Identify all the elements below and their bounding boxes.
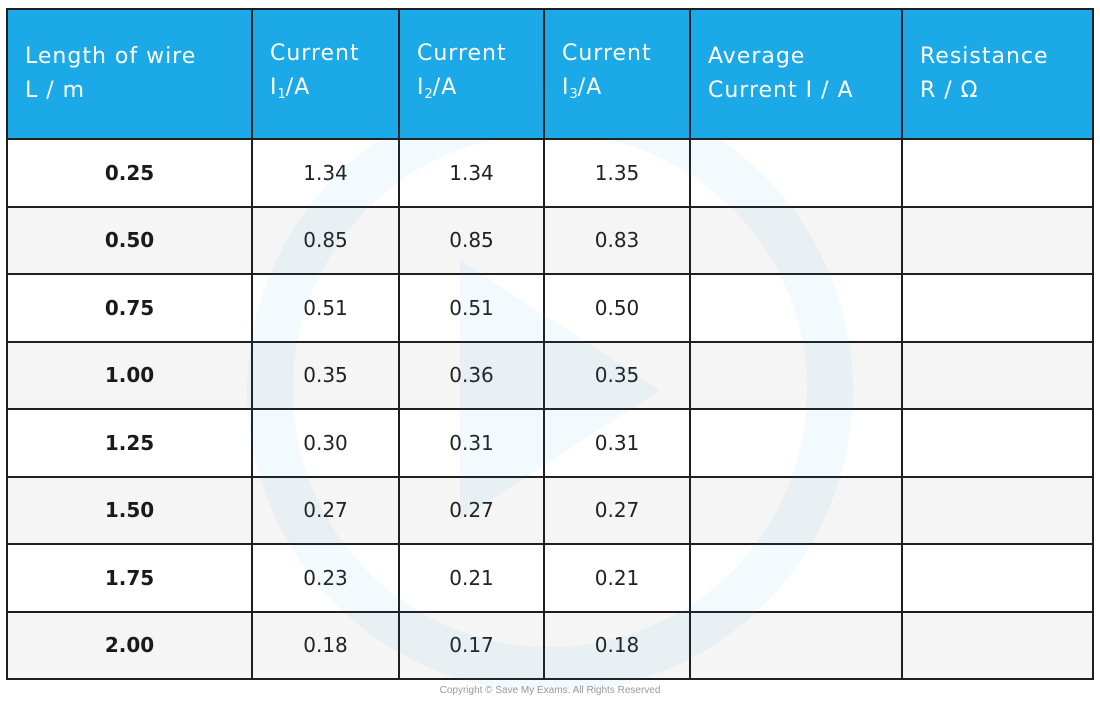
- current-2-cell: 0.36: [398, 340, 545, 410]
- header-length-line1: Length of wire: [25, 44, 197, 69]
- length-cell: 1.00: [6, 340, 253, 410]
- average-current-cell: [689, 543, 903, 613]
- average-current-cell: [689, 273, 903, 343]
- header-current-1-subscript: 1: [277, 86, 286, 102]
- resistance-cell: [901, 543, 1094, 613]
- table-row: 0.25 1.34 1.34 1.35: [6, 138, 1094, 208]
- table-row: 0.50 0.85 0.85 0.83: [6, 205, 1094, 275]
- resistance-cell: [901, 408, 1094, 478]
- current-1-cell: 0.30: [251, 408, 400, 478]
- current-3-cell: 0.31: [543, 408, 691, 478]
- header-current-1-unit: /A: [285, 74, 311, 100]
- header-current-3: Current I3/A: [543, 8, 691, 140]
- header-current-2: Current I2/A: [398, 8, 545, 140]
- average-current-cell: [689, 610, 903, 680]
- current-2-cell: 0.51: [398, 273, 545, 343]
- header-length: Length of wire L / m: [6, 8, 253, 140]
- current-3-cell: 0.35: [543, 340, 691, 410]
- average-current-cell: [689, 205, 903, 275]
- current-2-cell: 0.17: [398, 610, 545, 680]
- length-cell: 0.50: [6, 205, 253, 275]
- current-1-cell: 0.35: [251, 340, 400, 410]
- average-current-cell: [689, 340, 903, 410]
- average-current-cell: [689, 475, 903, 545]
- resistance-cell: [901, 340, 1094, 410]
- header-current-2-symbol: I: [417, 74, 425, 100]
- header-current-2-line1: Current: [417, 40, 507, 66]
- current-3-cell: 0.50: [543, 273, 691, 343]
- header-average-line2: Current I / A: [708, 78, 854, 103]
- table-row: 0.75 0.51 0.51 0.50: [6, 273, 1094, 343]
- current-2-cell: 0.21: [398, 543, 545, 613]
- header-current-3-unit: /A: [577, 74, 603, 100]
- header-current-2-line2: I2/A: [417, 71, 543, 112]
- current-1-cell: 0.51: [251, 273, 400, 343]
- length-cell: 1.75: [6, 543, 253, 613]
- length-cell: 0.75: [6, 273, 253, 343]
- header-row: Length of wire L / m Current I1/A Curren…: [6, 8, 1094, 140]
- copyright-notice: Copyright © Save My Exams. All Rights Re…: [439, 685, 661, 696]
- header-current-3-line2: I3/A: [562, 71, 689, 112]
- length-cell: 1.25: [6, 408, 253, 478]
- current-2-cell: 1.34: [398, 138, 545, 208]
- header-current-1-symbol: I: [270, 74, 278, 100]
- resistance-cell: [901, 610, 1094, 680]
- current-3-cell: 0.18: [543, 610, 691, 680]
- current-2-cell: 0.27: [398, 475, 545, 545]
- current-3-cell: 0.21: [543, 543, 691, 613]
- header-average-line1: Average: [708, 44, 806, 69]
- header-length-line2: L / m: [25, 78, 86, 103]
- header-current-1: Current I1/A: [251, 8, 400, 140]
- header-current-3-symbol: I: [562, 74, 570, 100]
- header-resistance-line1: Resistance: [920, 44, 1049, 69]
- current-3-cell: 0.27: [543, 475, 691, 545]
- current-1-cell: 1.34: [251, 138, 400, 208]
- average-current-cell: [689, 408, 903, 478]
- header-resistance-line2: R / Ω: [920, 78, 979, 103]
- average-current-cell: [689, 138, 903, 208]
- header-current-2-subscript: 2: [424, 86, 433, 102]
- resistance-cell: [901, 273, 1094, 343]
- resistance-cell: [901, 138, 1094, 208]
- results-table-wrapper: Length of wire L / m Current I1/A Curren…: [6, 8, 1094, 680]
- current-2-cell: 0.31: [398, 408, 545, 478]
- header-current-3-subscript: 3: [569, 86, 578, 102]
- current-1-cell: 0.85: [251, 205, 400, 275]
- header-current-1-line1: Current: [270, 40, 360, 66]
- current-1-cell: 0.18: [251, 610, 400, 680]
- length-cell: 2.00: [6, 610, 253, 680]
- header-resistance: Resistance R / Ω: [901, 8, 1094, 140]
- length-cell: 0.25: [6, 138, 253, 208]
- current-2-cell: 0.85: [398, 205, 545, 275]
- header-average-current: Average Current I / A: [689, 8, 903, 140]
- table-row: 2.00 0.18 0.17 0.18: [6, 610, 1094, 680]
- header-current-1-line2: I1/A: [270, 71, 398, 112]
- current-1-cell: 0.27: [251, 475, 400, 545]
- table-row: 1.25 0.30 0.31 0.31: [6, 408, 1094, 478]
- table-row: 1.00 0.35 0.36 0.35: [6, 340, 1094, 410]
- header-current-3-line1: Current: [562, 40, 652, 66]
- table-row: 1.50 0.27 0.27 0.27: [6, 475, 1094, 545]
- header-current-2-unit: /A: [432, 74, 458, 100]
- current-3-cell: 1.35: [543, 138, 691, 208]
- length-cell: 1.50: [6, 475, 253, 545]
- resistance-cell: [901, 205, 1094, 275]
- table-row: 1.75 0.23 0.21 0.21: [6, 543, 1094, 613]
- current-1-cell: 0.23: [251, 543, 400, 613]
- results-table: Length of wire L / m Current I1/A Curren…: [6, 8, 1094, 680]
- current-3-cell: 0.83: [543, 205, 691, 275]
- resistance-cell: [901, 475, 1094, 545]
